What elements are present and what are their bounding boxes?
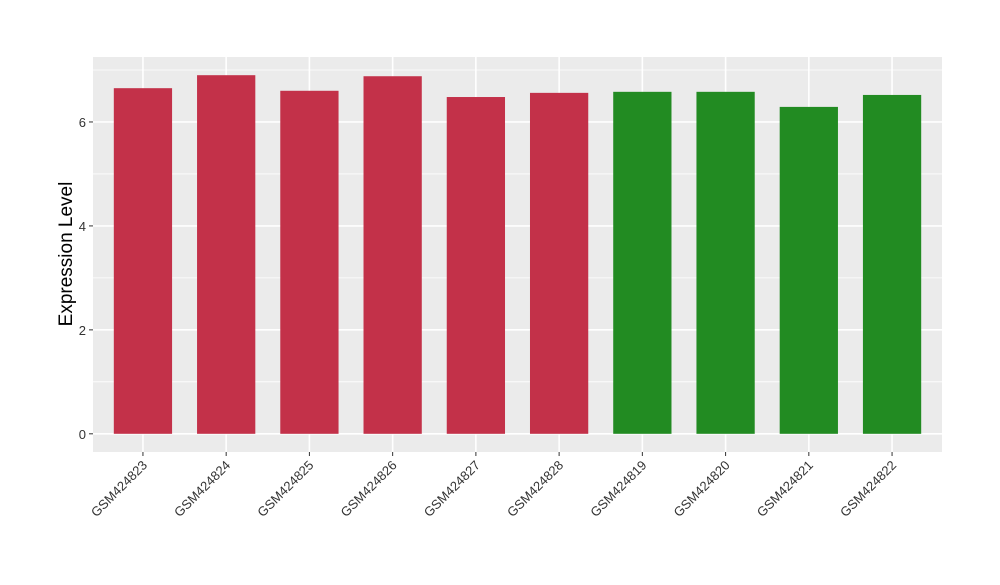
bar-GSM424823: [113, 88, 173, 434]
bar-GSM424824: [197, 75, 256, 434]
y-axis: 0 2 4 6: [79, 115, 93, 442]
x-tick-label: GSM424824: [171, 458, 233, 520]
x-tick-label: GSM424822: [837, 458, 899, 520]
bar-GSM424821: [779, 106, 838, 434]
x-tick-label: GSM424825: [254, 458, 316, 520]
x-tick-label: GSM424826: [338, 458, 400, 520]
y-tick-label: 0: [79, 427, 86, 442]
x-tick-label: GSM424821: [754, 458, 816, 520]
x-axis: GSM424823 GSM424824 GSM424825 GSM424826 GSM4…: [88, 452, 899, 520]
bar-GSM424822: [862, 94, 922, 434]
y-tick-label: 2: [79, 323, 86, 338]
x-tick-label: GSM424827: [421, 458, 483, 520]
bar-GSM424828: [529, 92, 589, 434]
x-tick-label: GSM424823: [88, 458, 150, 520]
bar-GSM424826: [363, 76, 422, 434]
bar-GSM424820: [696, 91, 755, 434]
bar-GSM424827: [446, 97, 506, 434]
x-tick-label: GSM424820: [670, 458, 732, 520]
x-tick-label: GSM424828: [504, 458, 566, 520]
bars: [113, 75, 922, 434]
bar-GSM424825: [280, 90, 339, 434]
y-axis-label: Expression Level: [56, 182, 77, 327]
x-tick-label: GSM424819: [587, 458, 649, 520]
y-tick-label: 4: [79, 219, 86, 234]
y-tick-label: 6: [79, 115, 86, 130]
bar-GSM424819: [613, 91, 672, 434]
